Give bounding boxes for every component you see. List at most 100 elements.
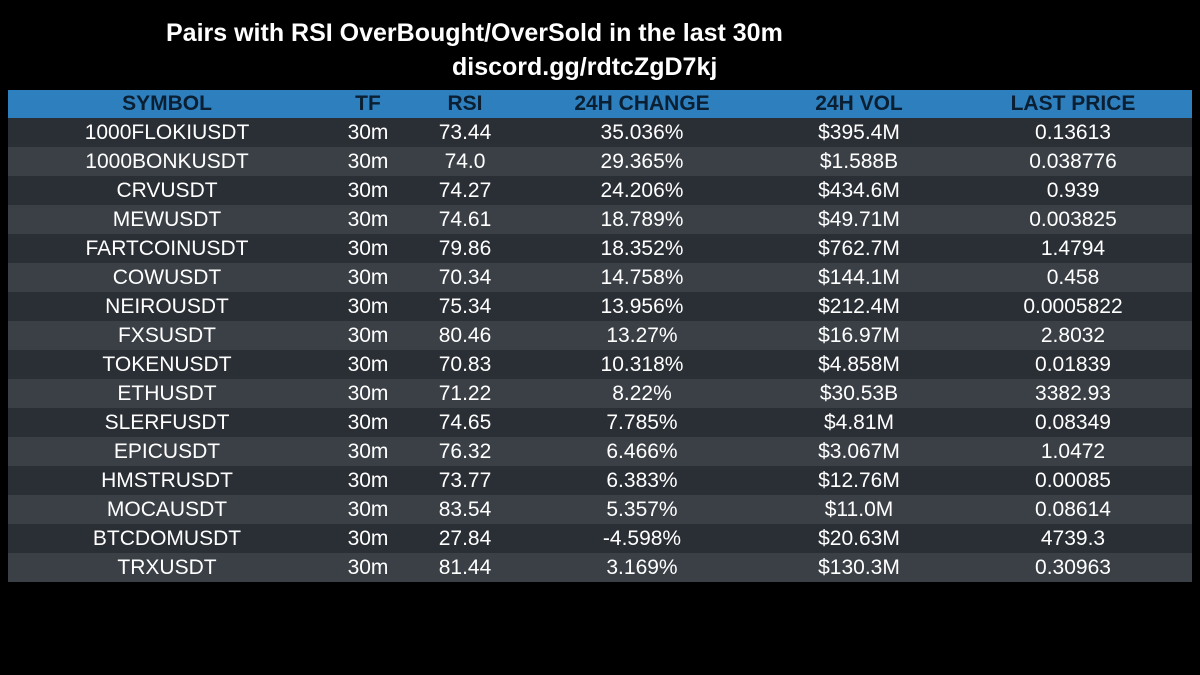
cell-rsi: 79.86 [438,236,492,260]
cell-last-price: 1.4794 [1040,236,1106,260]
cell-last-price: 0.458 [1046,265,1100,289]
cell-last-price: 0.00085 [1035,468,1111,492]
cell-rsi: 80.46 [438,323,492,347]
cell-symbol: EPICUSDT [113,439,221,463]
cell-tf: 30m [347,439,389,463]
cell-24h-change: 8.22% [612,381,672,405]
table-row: MOCAUSDT 30m 83.54 5.357% $11.0M 0.08614 [8,495,1192,524]
cell-24h-vol: $11.0M [824,497,894,521]
cell-rsi: 70.34 [438,265,492,289]
cell-24h-vol: $1.588B [819,149,899,173]
cell-24h-change: 24.206% [600,178,684,202]
table-row: CRVUSDT 30m 74.27 24.206% $434.6M 0.939 [8,176,1192,205]
column-header-symbol: SYMBOL [122,92,212,115]
cell-last-price: 0.30963 [1035,555,1111,579]
cell-24h-vol: $395.4M [818,120,900,144]
cell-symbol: 1000BONKUSDT [85,149,249,173]
cell-tf: 30m [347,265,389,289]
table-row: 1000FLOKIUSDT 30m 73.44 35.036% $395.4M 0.136… [8,118,1192,147]
cell-24h-change: 13.956% [600,294,684,318]
cell-24h-change: 7.785% [606,410,678,434]
cell-rsi: 74.65 [438,410,492,434]
cell-rsi: 74.27 [438,178,492,202]
rsi-table: SYMBOL TF RSI 24H CHANGE 24H VOL LAST PR… [8,90,1192,582]
cell-symbol: 1000FLOKIUSDT [84,120,250,144]
cell-tf: 30m [347,178,389,202]
cell-rsi: 27.84 [438,526,492,550]
cell-tf: 30m [347,120,389,144]
cell-symbol: FARTCOINUSDT [85,236,249,260]
table-row: HMSTRUSDT 30m 73.77 6.383% $12.76M 0.00085 [8,466,1192,495]
table-row: FARTCOINUSDT 30m 79.86 18.352% $762.7M 1.4794 [8,234,1192,263]
cell-24h-vol: $12.76M [818,468,900,492]
cell-24h-vol: $30.53B [819,381,899,405]
table-row: 1000BONKUSDT 30m 74.0 29.365% $1.588B 0.03877… [8,147,1192,176]
column-header-tf: TF [355,92,381,115]
cell-rsi: 74.61 [438,207,492,231]
cell-last-price: 0.08614 [1035,497,1111,521]
cell-24h-vol: $4.81M [823,410,895,434]
column-header-24h-change: 24H CHANGE [574,92,710,115]
cell-24h-change: 5.357% [606,497,678,521]
cell-last-price: 3382.93 [1035,381,1111,405]
cell-24h-change: 18.352% [600,236,684,260]
table-row: BTCDOMUSDT 30m 27.84 -4.598% $20.63M 4739.3 [8,524,1192,553]
cell-symbol: MEWUSDT [112,207,222,231]
cell-24h-vol: $49.71M [818,207,900,231]
cell-last-price: 4739.3 [1040,526,1106,550]
cell-last-price: 0.01839 [1035,352,1111,376]
cell-24h-change: 35.036% [600,120,684,144]
cell-24h-change: 29.365% [600,149,684,173]
table-header-row: SYMBOL TF RSI 24H CHANGE 24H VOL LAST PR… [8,90,1192,118]
cell-last-price: 1.0472 [1040,439,1106,463]
cell-24h-vol: $144.1M [818,265,900,289]
cell-tf: 30m [347,352,389,376]
table-row: TRXUSDT 30m 81.44 3.169% $130.3M 0.30963 [8,553,1192,582]
cell-24h-vol: $130.3M [818,555,900,579]
cell-last-price: 0.038776 [1029,149,1117,173]
cell-last-price: 0.003825 [1029,207,1117,231]
column-header-24h-vol: 24H VOL [815,92,903,115]
cell-tf: 30m [347,294,389,318]
cell-symbol: COWUSDT [112,265,222,289]
cell-last-price: 2.8032 [1040,323,1106,347]
cell-last-price: 0.13613 [1035,120,1111,144]
discord-link[interactable]: discord.gg/rdtcZgD7kj [452,53,718,81]
cell-tf: 30m [347,323,389,347]
column-header-rsi: RSI [447,92,483,115]
table-row: EPICUSDT 30m 76.32 6.466% $3.067M 1.0472 [8,437,1192,466]
cell-symbol: TRXUSDT [117,555,217,579]
cell-tf: 30m [347,468,389,492]
cell-symbol: BTCDOMUSDT [92,526,242,550]
cell-symbol: CRVUSDT [116,178,218,202]
cell-24h-change: 14.758% [600,265,684,289]
cell-last-price: 0.0005822 [1023,294,1123,318]
cell-rsi: 81.44 [438,555,492,579]
cell-symbol: SLERFUSDT [104,410,230,434]
cell-tf: 30m [347,236,389,260]
table-row: SLERFUSDT 30m 74.65 7.785% $4.81M 0.08349 [8,408,1192,437]
cell-24h-change: 6.383% [606,468,678,492]
cell-24h-vol: $212.4M [818,294,900,318]
page-title: Pairs with RSI OverBought/OverSold in th… [166,19,783,47]
cell-tf: 30m [347,497,389,521]
cell-24h-change: 13.27% [606,323,678,347]
table-row: FXSUSDT 30m 80.46 13.27% $16.97M 2.8032 [8,321,1192,350]
cell-symbol: HMSTRUSDT [101,468,233,492]
cell-tf: 30m [347,410,389,434]
table-row: TOKENUSDT 30m 70.83 10.318% $4.858M 0.01839 [8,350,1192,379]
cell-rsi: 71.22 [438,381,492,405]
cell-24h-vol: $434.6M [818,178,900,202]
cell-symbol: MOCAUSDT [106,497,228,521]
cell-symbol: ETHUSDT [117,381,217,405]
cell-rsi: 76.32 [438,439,492,463]
table-body: 1000FLOKIUSDT 30m 73.44 35.036% $395.4M 0.136… [8,118,1192,582]
cell-rsi: 70.83 [438,352,492,376]
cell-24h-vol: $20.63M [818,526,900,550]
cell-24h-change: 6.466% [606,439,678,463]
cell-tf: 30m [347,207,389,231]
table-row: MEWUSDT 30m 74.61 18.789% $49.71M 0.003825 [8,205,1192,234]
column-header-last-price: LAST PRICE [1010,92,1136,115]
cell-tf: 30m [347,555,389,579]
cell-rsi: 83.54 [438,497,492,521]
